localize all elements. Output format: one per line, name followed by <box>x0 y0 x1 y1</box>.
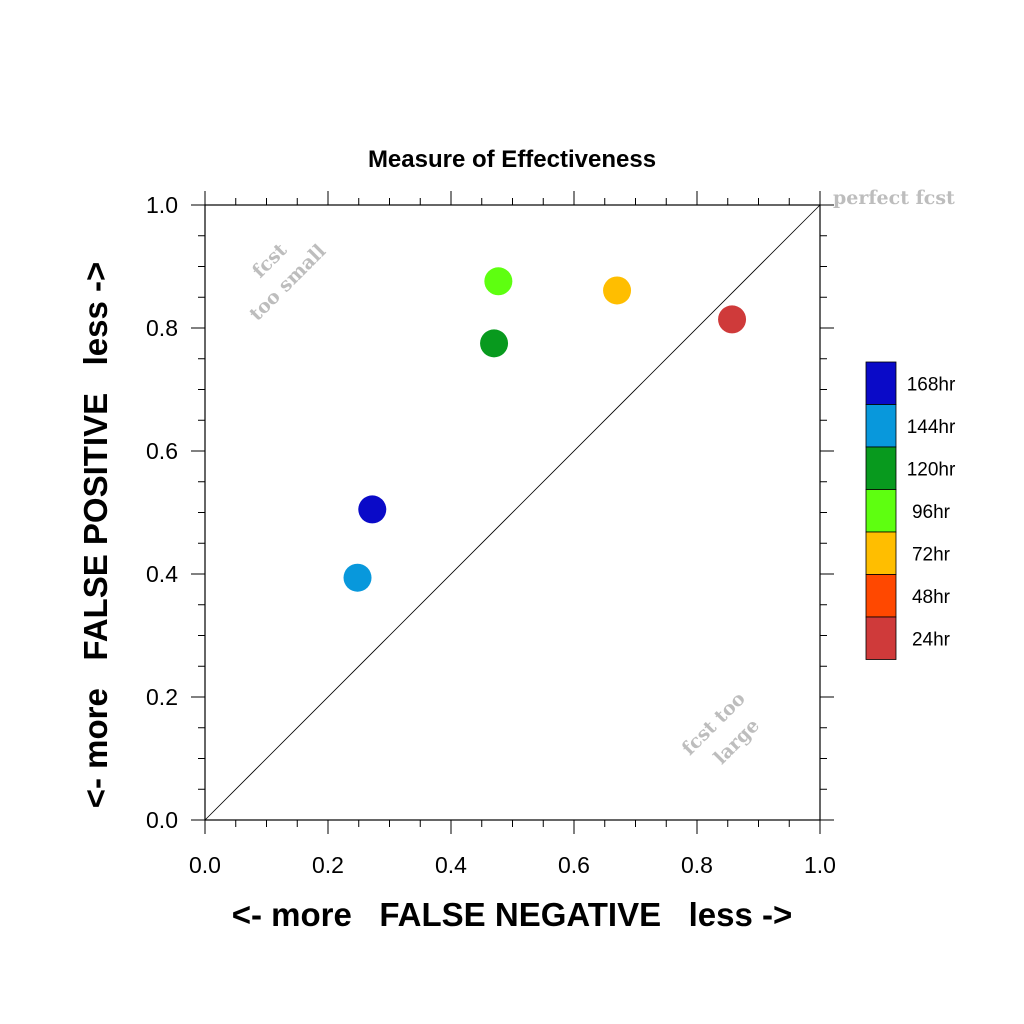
legend-label-144hr: 144hr <box>907 417 956 438</box>
y-tick-label: 0.4 <box>146 561 178 587</box>
legend-swatch-120hr <box>865 446 897 490</box>
x-tick-label: 0.0 <box>189 852 221 878</box>
point-120hr <box>480 329 509 358</box>
y-tick-labels: 0.0 0.2 0.4 0.6 0.8 1.0 <box>146 192 178 833</box>
point-72hr <box>603 276 632 305</box>
x-tick-label: 0.2 <box>312 852 344 878</box>
legend-swatch-168hr <box>865 361 897 405</box>
y-tick-label: 0.0 <box>146 807 178 833</box>
y-tick-label: 0.2 <box>146 684 178 710</box>
legend-swatch-24hr <box>865 616 897 660</box>
x-tick-label: 0.4 <box>435 852 467 878</box>
y-tick-label: 1.0 <box>146 192 178 218</box>
point-168hr <box>358 495 387 524</box>
x-tick-labels: 0.0 0.2 0.4 0.6 0.8 1.0 <box>189 852 836 878</box>
legend-label-48hr: 48hr <box>912 587 951 608</box>
x-tick-label: 1.0 <box>804 852 836 878</box>
x-tick-label: 0.8 <box>681 852 713 878</box>
legend-label-168hr: 168hr <box>907 374 956 395</box>
legend-label-24hr: 24hr <box>912 629 951 650</box>
axis-ticks <box>191 191 834 834</box>
legend: 168hr 144hr 120hr 96hr 72hr 48hr 24hr <box>865 361 956 660</box>
legend-label-72hr: 72hr <box>912 544 951 565</box>
legend-swatch-144hr <box>865 404 897 448</box>
point-144hr <box>343 563 372 592</box>
y-tick-label: 0.8 <box>146 315 178 341</box>
chart-title: Measure of Effectiveness <box>368 146 656 173</box>
y-axis-title: <- more FALSE POSITIVE less -> <box>77 262 114 809</box>
x-tick-label: 0.6 <box>558 852 590 878</box>
diagonal-line <box>204 204 821 821</box>
point-96hr <box>484 267 513 296</box>
legend-swatch-96hr <box>865 489 897 533</box>
legend-label-120hr: 120hr <box>907 459 956 480</box>
legend-swatch-48hr <box>865 574 897 618</box>
annotation-perfect-forecast: perfect fcst <box>833 187 955 209</box>
legend-label-96hr: 96hr <box>912 502 951 523</box>
point-24hr <box>718 305 747 334</box>
data-points <box>343 267 747 592</box>
x-axis-title: <- more FALSE NEGATIVE less -> <box>232 896 793 933</box>
legend-swatch-72hr <box>865 531 897 575</box>
perfect-forecast-line <box>204 204 821 821</box>
y-tick-label: 0.6 <box>146 438 178 464</box>
